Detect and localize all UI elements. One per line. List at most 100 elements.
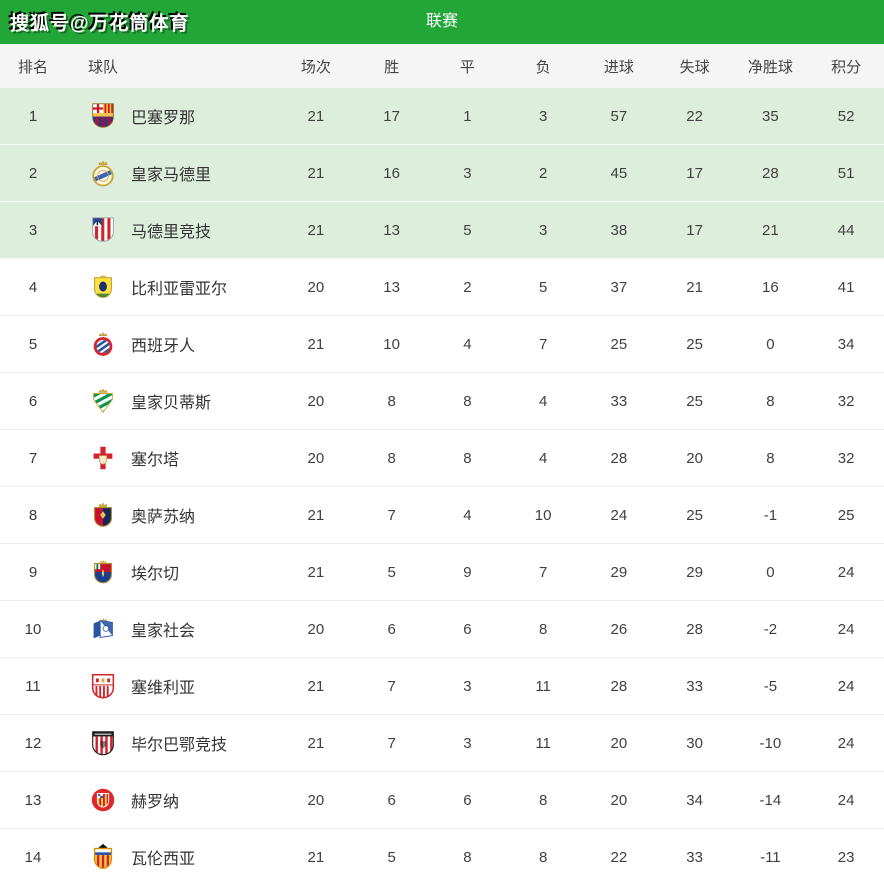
draws-value: 5 (463, 221, 472, 239)
team-cell: 巴塞罗那 (66, 101, 278, 131)
goals-against-value: 29 (686, 563, 703, 581)
wins-value: 10 (383, 335, 400, 353)
goals-against-value: 20 (686, 449, 703, 467)
goal-diff-value: -2 (763, 620, 778, 638)
athletic-bilbao-crest (88, 728, 118, 758)
table-row: 3 马德里竞技 21 13 5 3 38 17 21 44 (0, 202, 884, 259)
rank-value: 8 (28, 506, 38, 524)
draws-value: 8 (463, 392, 472, 410)
points-value: 52 (837, 107, 855, 125)
table-row: 14 瓦伦西亚 21 5 8 8 22 33 -11 23 (0, 829, 884, 884)
barcelona-crest (88, 101, 118, 131)
column-header-rank: 排名 (17, 58, 48, 76)
team-cell: 马德里竞技 (66, 215, 278, 245)
wins-value: 13 (383, 221, 400, 239)
losses-value: 4 (538, 392, 548, 410)
rank-value: 10 (24, 620, 42, 638)
wins-value: 7 (387, 506, 396, 524)
team-cell: 瓦伦西亚 (66, 842, 278, 872)
goals-for-value: 45 (610, 164, 628, 182)
goal-diff-value: 0 (766, 563, 775, 581)
goals-for-value: 28 (610, 677, 628, 695)
column-header-draws: 平 (459, 58, 475, 76)
goals-for-value: 20 (610, 791, 628, 809)
team-name: 塞维利亚 (131, 680, 196, 697)
table-row: 13 赫罗纳 20 6 6 8 20 34 -14 24 (0, 772, 884, 829)
goals-for-value: 20 (610, 734, 628, 752)
team-name: 奥萨苏纳 (131, 509, 196, 526)
goal-diff-value: -11 (760, 848, 781, 866)
played-value: 21 (307, 677, 325, 695)
goal-diff-value: 35 (762, 107, 779, 125)
wins-value: 6 (387, 620, 396, 638)
rank-value: 5 (28, 335, 38, 353)
goals-for-value: 28 (610, 449, 628, 467)
draws-value: 6 (463, 791, 472, 809)
espanyol-crest (88, 329, 118, 359)
table-row: 9 埃尔切 21 5 9 7 29 29 0 24 (0, 544, 884, 601)
rank-value: 7 (28, 449, 38, 467)
goals-against-value: 34 (686, 791, 703, 809)
rank-value: 6 (28, 392, 38, 410)
played-value: 21 (307, 335, 325, 353)
column-header-played: 场次 (300, 58, 331, 76)
table-row: 10 皇家社会 20 6 6 8 26 28 -2 24 (0, 601, 884, 658)
table-body: 1 巴塞罗那 21 17 1 3 57 22 35 52 2 皇家马德里 21 … (0, 88, 884, 884)
played-value: 21 (307, 734, 325, 752)
goals-for-value: 24 (610, 506, 628, 524)
losses-value: 2 (538, 164, 548, 182)
goal-diff-value: 0 (766, 335, 775, 353)
team-name: 埃尔切 (131, 566, 180, 583)
rank-value: 4 (28, 278, 38, 296)
wins-value: 6 (387, 791, 396, 809)
rank-value: 12 (24, 734, 42, 752)
goal-diff-value: -14 (759, 791, 782, 809)
goals-against-value: 25 (686, 506, 703, 524)
rank-value: 3 (28, 221, 38, 239)
draws-value: 8 (463, 449, 472, 467)
table-row: 8 奥萨苏纳 21 7 4 10 24 25 -1 25 (0, 487, 884, 544)
draws-value: 9 (463, 563, 472, 581)
points-value: 32 (837, 449, 855, 467)
team-cell: 皇家马德里 (66, 158, 278, 188)
goal-diff-value: 16 (762, 278, 779, 296)
table-row: 12 毕尔巴鄂竞技 21 7 3 11 20 30 -10 24 (0, 715, 884, 772)
goals-against-value: 28 (686, 620, 703, 638)
atletico-madrid-crest (88, 215, 118, 245)
team-name: 皇家贝蒂斯 (131, 395, 212, 412)
column-header-wins: 胜 (384, 58, 400, 76)
goals-for-value: 57 (610, 107, 628, 125)
team-cell: 西班牙人 (66, 329, 278, 359)
table-header-row: 排名 球队 场次 胜 平 负 进球 失球 净胜球 积分 (0, 44, 884, 88)
played-value: 20 (307, 620, 325, 638)
table-row: 6 皇家贝蒂斯 20 8 8 4 33 25 8 32 (0, 373, 884, 430)
losses-value: 3 (538, 107, 548, 125)
team-cell: 埃尔切 (66, 557, 278, 587)
wins-value: 13 (383, 278, 400, 296)
team-cell: 毕尔巴鄂竞技 (66, 728, 278, 758)
losses-value: 11 (535, 734, 551, 752)
goals-against-value: 21 (686, 278, 703, 296)
goals-against-value: 17 (686, 164, 703, 182)
draws-value: 3 (463, 734, 472, 752)
sevilla-crest (88, 671, 118, 701)
column-header-losses: 负 (535, 58, 551, 76)
watermark: 搜狐号@万花筒体育 (10, 13, 190, 35)
column-header-goals-for: 进球 (603, 58, 634, 76)
played-value: 20 (307, 278, 325, 296)
draws-value: 4 (463, 506, 472, 524)
played-value: 21 (307, 107, 325, 125)
goal-diff-value: 21 (762, 221, 779, 239)
goals-for-value: 29 (610, 563, 628, 581)
points-value: 41 (837, 278, 855, 296)
team-cell: 塞尔塔 (66, 443, 278, 473)
draws-value: 3 (463, 164, 472, 182)
rank-value: 1 (28, 107, 38, 125)
column-header-points: 积分 (831, 58, 862, 76)
team-cell: 奥萨苏纳 (66, 500, 278, 530)
table-row: 2 皇家马德里 21 16 3 2 45 17 28 51 (0, 145, 884, 202)
losses-value: 4 (538, 449, 548, 467)
valencia-crest (88, 842, 118, 872)
losses-value: 7 (538, 335, 548, 353)
team-name: 皇家社会 (131, 623, 196, 640)
